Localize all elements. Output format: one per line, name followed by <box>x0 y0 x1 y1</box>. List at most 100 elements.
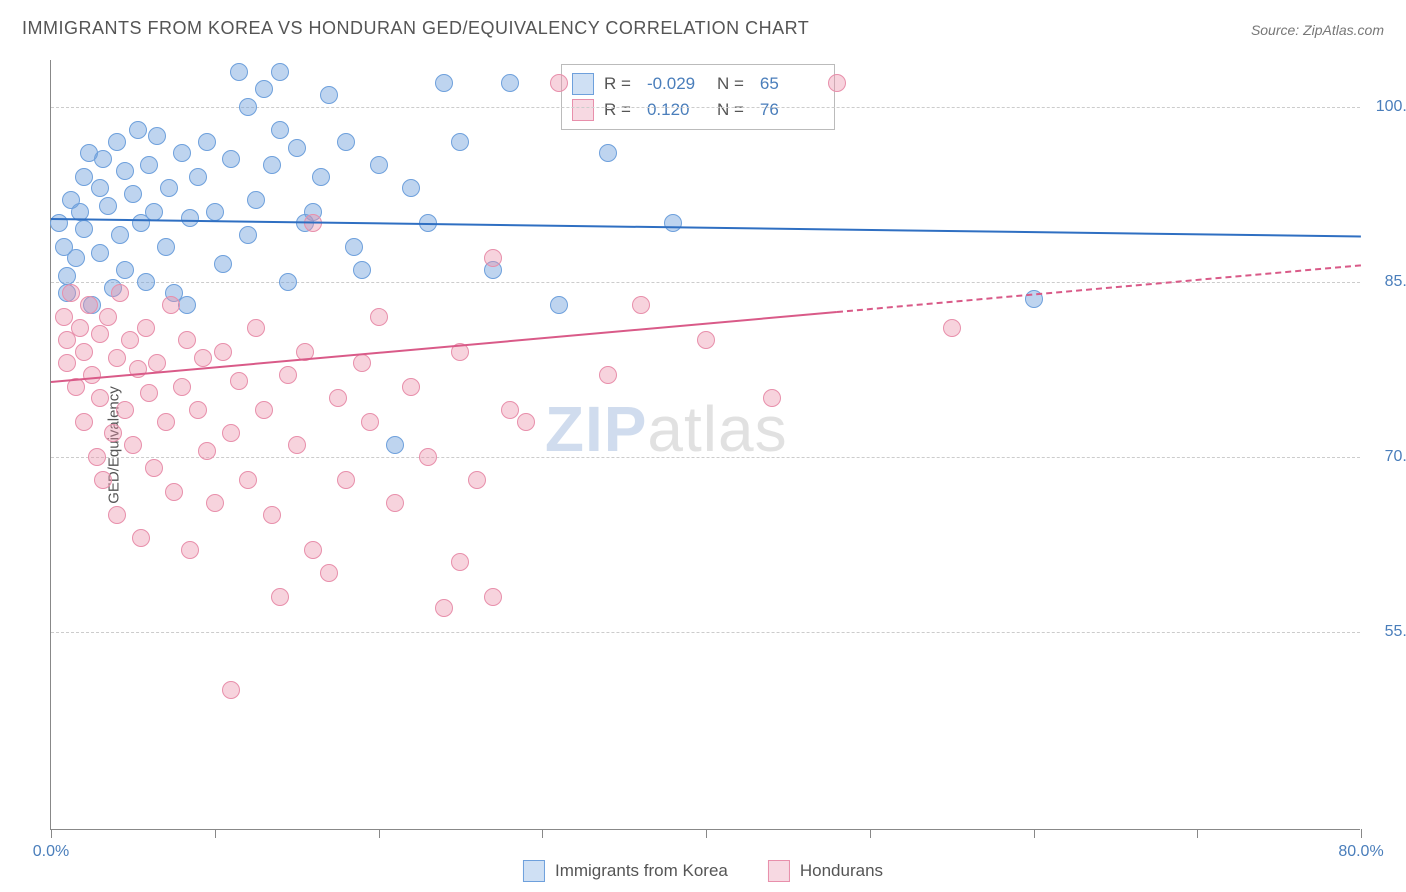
data-point <box>361 413 379 431</box>
x-tick <box>1197 829 1198 838</box>
data-point <box>75 413 93 431</box>
data-point <box>91 325 109 343</box>
x-tick <box>706 829 707 838</box>
data-point <box>75 168 93 186</box>
data-point <box>550 74 568 92</box>
trend-line <box>837 264 1361 313</box>
data-point <box>320 86 338 104</box>
data-point <box>763 389 781 407</box>
data-point <box>94 471 112 489</box>
data-point <box>129 121 147 139</box>
data-point <box>67 249 85 267</box>
data-point <box>484 588 502 606</box>
data-point <box>178 331 196 349</box>
data-point <box>157 238 175 256</box>
x-tick-label: 0.0% <box>33 843 69 861</box>
data-point <box>91 179 109 197</box>
data-point <box>943 319 961 337</box>
data-point <box>108 349 126 367</box>
data-point <box>230 372 248 390</box>
data-point <box>132 529 150 547</box>
data-point <box>271 63 289 81</box>
legend-stats-row: R =0.120N =76 <box>572 97 820 123</box>
x-tick <box>215 829 216 838</box>
data-point <box>173 378 191 396</box>
data-point <box>239 226 257 244</box>
data-point <box>435 74 453 92</box>
data-point <box>353 261 371 279</box>
data-point <box>162 296 180 314</box>
legend-swatch <box>523 860 545 882</box>
chart-title: IMMIGRANTS FROM KOREA VS HONDURAN GED/EQ… <box>22 18 809 39</box>
data-point <box>206 203 224 221</box>
data-point <box>75 220 93 238</box>
data-point <box>484 249 502 267</box>
data-point <box>137 273 155 291</box>
legend-n-value: 65 <box>754 71 820 97</box>
y-tick-label: 70.0% <box>1370 448 1406 466</box>
data-point <box>157 413 175 431</box>
data-point <box>255 80 273 98</box>
data-point <box>419 448 437 466</box>
data-point <box>111 284 129 302</box>
data-point <box>370 156 388 174</box>
data-point <box>121 331 139 349</box>
data-point <box>206 494 224 512</box>
x-tick <box>379 829 380 838</box>
data-point <box>194 349 212 367</box>
x-tick <box>870 829 871 838</box>
data-point <box>288 139 306 157</box>
data-point <box>304 541 322 559</box>
data-point <box>263 156 281 174</box>
data-point <box>386 436 404 454</box>
data-point <box>697 331 715 349</box>
data-point <box>320 564 338 582</box>
legend-swatch <box>768 860 790 882</box>
data-point <box>247 319 265 337</box>
data-point <box>230 63 248 81</box>
data-point <box>189 401 207 419</box>
data-point <box>501 401 519 419</box>
data-point <box>451 553 469 571</box>
data-point <box>178 296 196 314</box>
legend-n-label: N = <box>717 71 744 97</box>
data-point <box>111 226 129 244</box>
data-point <box>312 168 330 186</box>
data-point <box>279 366 297 384</box>
legend-item: Immigrants from Korea <box>523 860 728 882</box>
data-point <box>124 185 142 203</box>
data-point <box>160 179 178 197</box>
data-point <box>140 384 158 402</box>
y-tick-label: 100.0% <box>1370 98 1406 116</box>
data-point <box>263 506 281 524</box>
data-point <box>501 74 519 92</box>
watermark-bold: ZIP <box>545 393 648 465</box>
source-label: Source: ZipAtlas.com <box>1251 22 1384 38</box>
legend-r-value: 0.120 <box>641 97 707 123</box>
data-point <box>353 354 371 372</box>
data-point <box>239 98 257 116</box>
data-point <box>181 541 199 559</box>
gridline <box>51 632 1360 633</box>
data-point <box>75 343 93 361</box>
legend-r-label: R = <box>604 71 631 97</box>
data-point <box>91 389 109 407</box>
data-point <box>108 506 126 524</box>
data-point <box>214 343 232 361</box>
legend-bottom: Immigrants from KoreaHondurans <box>523 860 883 882</box>
data-point <box>386 494 404 512</box>
data-point <box>189 168 207 186</box>
legend-swatch <box>572 99 594 121</box>
watermark: ZIPatlas <box>545 392 788 466</box>
data-point <box>55 308 73 326</box>
data-point <box>329 389 347 407</box>
data-point <box>198 133 216 151</box>
data-point <box>247 191 265 209</box>
data-point <box>58 267 76 285</box>
data-point <box>104 424 122 442</box>
data-point <box>345 238 363 256</box>
y-tick-label: 55.0% <box>1370 623 1406 641</box>
data-point <box>50 214 68 232</box>
data-point <box>124 436 142 454</box>
data-point <box>222 681 240 699</box>
